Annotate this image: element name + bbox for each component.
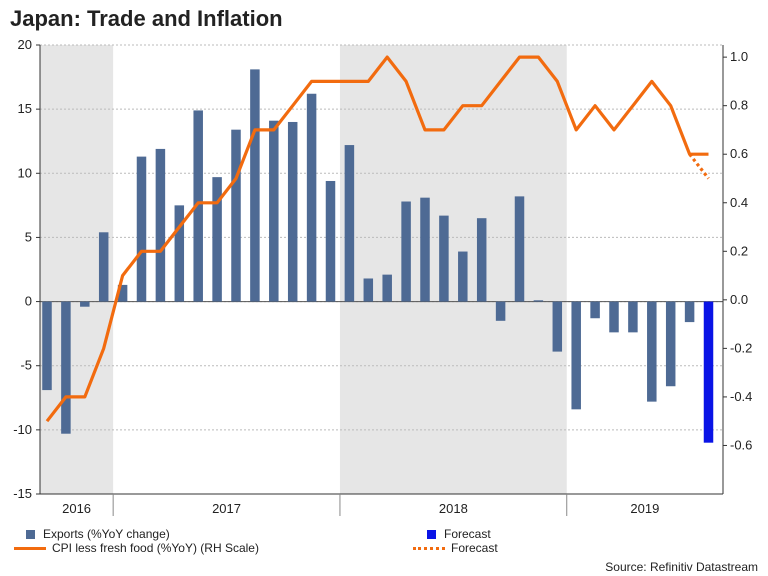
legend-exports-forecast-label: Forecast <box>444 527 491 541</box>
exports-bar-2017-06 <box>212 177 222 302</box>
legend-exports-forecast: Forecast <box>427 527 491 541</box>
exports-bar-2017-03 <box>155 148 166 302</box>
exports-bar-2018-02 <box>363 278 374 302</box>
exports-bar-2016-11 <box>80 301 90 307</box>
exports-bar-2017-08 <box>250 69 260 302</box>
exports-bar-2019-07 <box>684 301 695 323</box>
left-tick-label: 15 <box>18 101 32 116</box>
exports-bar-2018-11 <box>533 300 544 302</box>
exports-bar-2018-05 <box>420 197 430 302</box>
left-tick-label: -10 <box>13 422 32 437</box>
exports-bar-2019-04 <box>628 301 638 333</box>
legend-cpi-label: CPI less fresh food (%YoY) (RH Scale) <box>52 541 259 555</box>
chart-title: Japan: Trade and Inflation <box>10 6 283 31</box>
source-note: Source: Refinitiv Datastream <box>605 560 758 574</box>
right-tick-label: 0.8 <box>730 98 748 113</box>
cpi-forecast-line <box>688 153 710 180</box>
exports-bar-2018-04 <box>401 201 411 302</box>
year-label-2019: 2019 <box>630 501 659 516</box>
legend-cpi-forecast-swatch <box>413 546 445 550</box>
exports-bar-2017-02 <box>136 156 147 302</box>
legend-cpi: CPI less fresh food (%YoY) (RH Scale) <box>14 541 259 555</box>
exports-bar-2017-12 <box>325 180 336 302</box>
left-tick-label: 10 <box>18 165 32 180</box>
right-tick-label: -0.4 <box>730 389 752 404</box>
left-tick-label: 0 <box>25 294 32 309</box>
legend-cpi-swatch <box>14 546 46 550</box>
exports-bar-2017-07 <box>231 129 241 302</box>
exports-bar-2019-01 <box>571 301 581 410</box>
exports-bar-2018-06 <box>439 215 449 302</box>
exports-bar-2018-10 <box>514 196 525 302</box>
legend-exports-label: Exports (%YoY change) <box>43 527 170 541</box>
right-tick-label: 1.0 <box>730 49 748 64</box>
exports-bar-2017-11 <box>306 93 317 302</box>
shade-2018 <box>339 45 567 494</box>
legend-cpi-forecast: Forecast <box>413 541 498 555</box>
year-label-2016: 2016 <box>62 501 91 516</box>
exports-bar-2016-12 <box>98 232 109 302</box>
forecast-bar-2019-08 <box>703 301 714 443</box>
legend-exports-forecast-swatch <box>427 529 436 539</box>
exports-bar-2017-01 <box>117 284 128 302</box>
right-tick-label: 0.6 <box>730 146 748 161</box>
legend-cpi-forecast-label: Forecast <box>451 541 498 555</box>
right-tick-label: -0.6 <box>730 437 752 452</box>
exports-bar-2018-09 <box>495 301 506 321</box>
right-tick-label: 0.0 <box>730 292 748 307</box>
exports-bar-2019-06 <box>665 301 676 387</box>
exports-bar-2019-05 <box>647 301 657 402</box>
exports-bar-2017-10 <box>287 121 298 302</box>
exports-bar-2018-01 <box>344 145 355 302</box>
exports-bar-2018-03 <box>382 274 392 302</box>
exports-bar-2016-10 <box>61 301 71 434</box>
exports-bar-2017-09 <box>269 120 279 302</box>
left-tick-label: 5 <box>25 229 32 244</box>
left-tick-label: -15 <box>13 486 32 501</box>
right-tick-label: 0.2 <box>730 243 748 258</box>
exports-bar-2018-12 <box>552 301 563 352</box>
exports-bar-2019-02 <box>590 301 600 319</box>
year-label-2018: 2018 <box>439 501 468 516</box>
left-tick-label: -5 <box>20 358 32 373</box>
right-tick-label: 0.4 <box>730 195 748 210</box>
exports-bar-2016-09 <box>42 301 52 391</box>
right-tick-label: -0.2 <box>730 340 752 355</box>
exports-bar-2018-07 <box>458 251 468 302</box>
exports-bar-2017-05 <box>193 110 203 302</box>
exports-bar-2018-08 <box>476 218 487 302</box>
exports-bar-2019-03 <box>609 301 619 333</box>
year-label-2017: 2017 <box>212 501 241 516</box>
legend-exports-swatch <box>26 529 35 539</box>
legend-exports: Exports (%YoY change) <box>26 527 170 541</box>
cpi-line <box>45 55 709 423</box>
exports-bar-2017-04 <box>174 205 185 302</box>
left-tick-label: 20 <box>18 37 32 52</box>
